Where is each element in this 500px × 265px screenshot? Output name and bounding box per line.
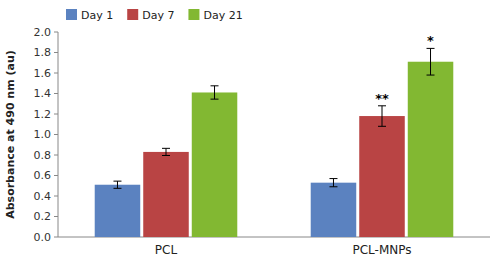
- legend-item: Day 1: [66, 9, 113, 22]
- error-cap: [378, 126, 386, 127]
- background: [0, 0, 500, 265]
- y-tick: [54, 93, 58, 94]
- error-stem: [333, 179, 334, 187]
- bar: [408, 62, 454, 237]
- bar: [311, 183, 357, 237]
- legend-swatch: [127, 9, 138, 20]
- legend-label: Day 7: [142, 9, 174, 22]
- error-stem: [214, 86, 215, 99]
- error-cap: [113, 188, 121, 189]
- plot-area: [95, 48, 454, 237]
- y-axis-label: Absorbance at 490 nm (au): [4, 50, 17, 219]
- legend-label: Day 1: [81, 9, 113, 22]
- y-tick: [54, 52, 58, 53]
- error-cap: [329, 186, 337, 187]
- error-bar: [162, 148, 170, 155]
- error-stem: [166, 148, 167, 155]
- y-tick: [54, 216, 58, 217]
- y-tick-label: 0.6: [34, 169, 52, 182]
- y-tick-label: 0.2: [34, 210, 52, 223]
- bar: [192, 92, 238, 237]
- bar: [143, 152, 189, 237]
- error-cap: [162, 148, 170, 149]
- y-tick: [54, 114, 58, 115]
- error-cap: [162, 155, 170, 156]
- y-tick: [54, 155, 58, 156]
- legend-swatch: [188, 9, 199, 20]
- y-tick-label: 1.8: [34, 46, 52, 59]
- y-tick-label: 2.0: [34, 26, 52, 39]
- error-bar: [113, 181, 121, 188]
- y-axis-line: [58, 32, 59, 237]
- legend: Day 1 Day 7 Day 21: [66, 9, 243, 22]
- legend-item: Day 7: [127, 9, 174, 22]
- y-tick: [54, 237, 58, 238]
- y-tick-label: 0.0: [34, 231, 52, 244]
- error-bar: [378, 106, 386, 127]
- error-cap: [211, 99, 219, 100]
- y-tick: [54, 196, 58, 197]
- error-bar: [211, 86, 219, 99]
- error-bar: [427, 48, 435, 75]
- y-tick-label: 0.4: [34, 190, 52, 203]
- y-tick-label: 0.8: [34, 149, 52, 162]
- y-tick: [54, 73, 58, 74]
- y-tick: [54, 32, 58, 33]
- legend-label: Day 21: [203, 9, 242, 22]
- y-tick: [54, 175, 58, 176]
- annotation: *: [427, 33, 434, 48]
- y-tick-label: 1.0: [34, 128, 52, 141]
- x-tick-label: PCL: [155, 243, 178, 257]
- error-cap: [211, 85, 219, 86]
- error-bar: [329, 179, 337, 187]
- y-tick-label: 1.2: [34, 108, 52, 121]
- error-stem: [382, 106, 383, 127]
- error-stem: [430, 48, 431, 75]
- y-tick-label: 1.6: [34, 67, 52, 80]
- annotation: **: [375, 91, 389, 106]
- legend-swatch: [66, 9, 77, 20]
- bar: [95, 185, 141, 237]
- error-stem: [117, 181, 118, 188]
- y-tick-label: 1.4: [34, 87, 52, 100]
- y-axis: 0.0 0.2 0.4 0.6 0.8 1.0 1.2 1.4 1.6 1.8 2.0: [34, 26, 59, 244]
- error-cap: [427, 75, 435, 76]
- error-cap: [329, 178, 337, 179]
- chart: 0.0 0.2 0.4 0.6 0.8 1.0 1.2 1.4 1.6 1.8 2.0 Absorba…: [0, 0, 500, 265]
- bar: [359, 116, 405, 237]
- x-tick-label: PCL-MNPs: [352, 243, 411, 257]
- error-cap: [113, 181, 121, 182]
- legend-item: Day 21: [188, 9, 242, 22]
- y-tick: [54, 134, 58, 135]
